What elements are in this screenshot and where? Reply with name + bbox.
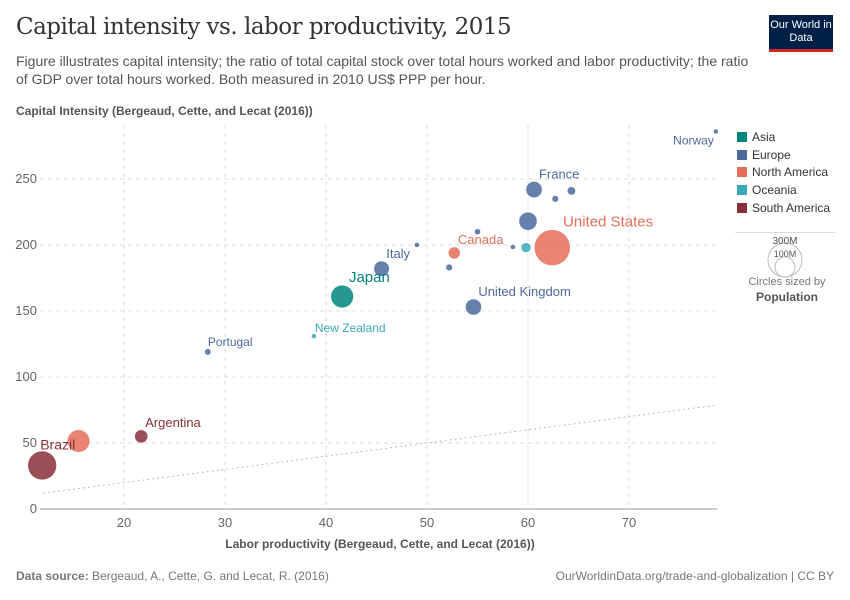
x-axis-label: Labor productivity (Bergeaud, Cette, and…	[225, 537, 535, 551]
y-tick-label: 200	[15, 237, 37, 252]
data-point	[67, 429, 91, 453]
point-label: United States	[563, 214, 653, 231]
y-tick-label: 0	[30, 501, 37, 516]
data-point	[567, 186, 576, 196]
legend-label: North America	[752, 165, 829, 180]
point-label: Italy	[386, 246, 410, 261]
chart-subtitle: Figure illustrates capital intensity; th…	[16, 53, 749, 87]
legend-item-asia[interactable]: Asia	[737, 130, 775, 144]
data-point	[311, 333, 317, 339]
x-tick-label: 70	[622, 515, 636, 530]
data-point	[518, 211, 538, 231]
data-point	[465, 298, 482, 316]
data-point	[204, 348, 212, 356]
data-point	[330, 284, 354, 309]
data-point	[713, 128, 719, 135]
legend-swatch	[737, 149, 747, 160]
size-legend-icon: 300M 100M	[767, 236, 803, 278]
data-point	[373, 260, 390, 277]
x-tick-label: 60	[521, 515, 535, 530]
legend-label: Oceania	[752, 183, 797, 198]
point-label: Norway	[673, 133, 714, 147]
size-legend-variable: Population	[756, 290, 818, 304]
y-tick-label: 100	[15, 369, 37, 384]
y-tick-label: 50	[23, 435, 37, 450]
data-point	[525, 181, 543, 198]
x-tick-label: 50	[420, 515, 434, 530]
reference-line-y-equals-x	[43, 404, 716, 494]
legend-label: Europe	[752, 147, 791, 162]
y-axis-label: Capital Intensity (Bergeaud, Cette, and …	[16, 104, 313, 118]
legend-item-europe[interactable]: Europe	[737, 148, 791, 162]
data-point	[134, 429, 149, 444]
legend-swatch	[737, 167, 747, 178]
y-tick-label: 250	[15, 171, 37, 186]
data-point	[520, 242, 532, 253]
size-legend-small: 100M	[774, 249, 797, 259]
point-label: New Zealand	[315, 321, 386, 335]
data-point	[510, 244, 516, 250]
data-point	[447, 246, 461, 260]
data-point	[445, 263, 453, 272]
point-label: France	[539, 166, 579, 181]
legend-item-oceania[interactable]: Oceania	[737, 183, 797, 197]
data-point	[474, 228, 481, 236]
size-legend-big: 300M	[772, 236, 797, 247]
data-point	[414, 242, 420, 248]
point-label: United Kingdom	[478, 284, 571, 299]
source-text: Bergeaud, A., Cette, G. and Lecat, R. (2…	[92, 569, 329, 583]
data-point	[533, 229, 571, 266]
point-label: Brazil	[40, 436, 75, 452]
legend-item-north-america[interactable]: North America	[737, 165, 828, 179]
legend-item-south-america[interactable]: South America	[737, 201, 830, 215]
x-tick-label: 20	[117, 515, 131, 530]
source-label: Data source:	[16, 569, 89, 583]
legend-divider	[735, 232, 835, 233]
x-tick-label: 40	[319, 515, 333, 530]
x-tick-label: 30	[218, 515, 232, 530]
legend-swatch	[737, 132, 747, 142]
point-label: Canada	[458, 232, 504, 247]
owid-logo[interactable]: Our World in Data	[769, 15, 833, 52]
legend-swatch	[737, 202, 747, 213]
legend-swatch	[737, 185, 747, 196]
legend-label: Asia	[752, 130, 776, 144]
data-point	[551, 195, 559, 203]
chart-title: Capital intensity vs. labor productivity…	[16, 14, 512, 40]
size-legend-title: Circles sized by	[748, 276, 826, 288]
point-label: Argentina	[145, 415, 201, 430]
point-label: Portugal	[208, 335, 253, 349]
legend-label: South America	[752, 200, 831, 215]
y-tick-label: 150	[15, 303, 37, 318]
data-point	[27, 450, 57, 481]
footer-url[interactable]: OurWorldinData.org/trade-and-globalizati…	[555, 569, 834, 583]
point-label: Japan	[349, 269, 390, 286]
